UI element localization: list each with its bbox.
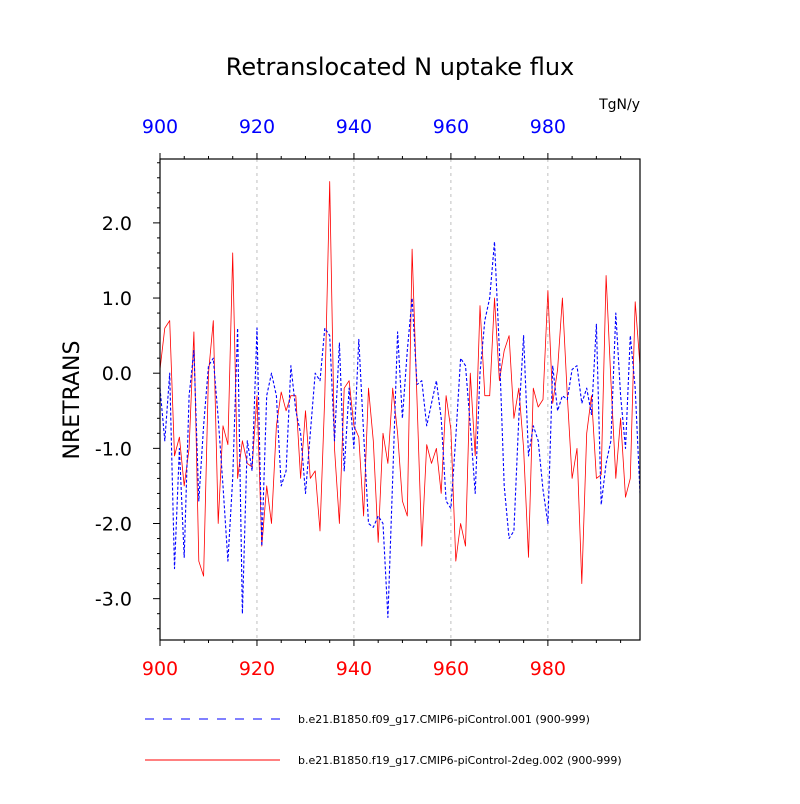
x-tick-label-bottom-980: 980 (530, 658, 566, 680)
plot-frame (159, 158, 641, 641)
y-axis-label: NRETRANS (60, 341, 85, 460)
y-tick-label-0: 0.0 (102, 363, 132, 385)
x-tick-label-bottom-960: 960 (433, 658, 469, 680)
y-tick-label-2: 2.0 (102, 213, 132, 235)
x-tick-label-top-920: 920 (239, 116, 275, 138)
series-layer (159, 181, 641, 619)
legend: b.e21.B1850.f09_g17.CMIP6-piControl.001 … (145, 713, 622, 767)
legend-label-series-2: b.e21.B1850.f19_g17.CMIP6-piControl-2deg… (298, 754, 622, 767)
legend-label-series-1: b.e21.B1850.f09_g17.CMIP6-piControl.001 … (298, 713, 590, 726)
series-line-1 (159, 241, 641, 619)
x-tick-label-bottom-920: 920 (239, 658, 275, 680)
x-tick-label-bottom-900: 900 (142, 658, 178, 680)
label-layer: 900 900 920 920 940 940 960 960 980 980 -3.0 -2.0 -1… (95, 116, 566, 680)
x-tick-label-top-940: 940 (336, 116, 372, 138)
y-tick-label--1: -1.0 (95, 438, 132, 460)
x-tick-label-top-900: 900 (142, 116, 178, 138)
units-label: TgN/y (598, 97, 640, 113)
x-tick-label-top-960: 960 (433, 116, 469, 138)
x-tick-label-bottom-940: 940 (336, 658, 372, 680)
y-tick-label--3: -3.0 (95, 589, 132, 611)
tick-layer (153, 153, 622, 646)
y-tick-label--2: -2.0 (95, 514, 132, 536)
y-tick-label-1: 1.0 (102, 288, 132, 310)
x-tick-label-top-980: 980 (530, 116, 566, 138)
chart-title: Retranslocated N uptake flux (226, 53, 574, 81)
